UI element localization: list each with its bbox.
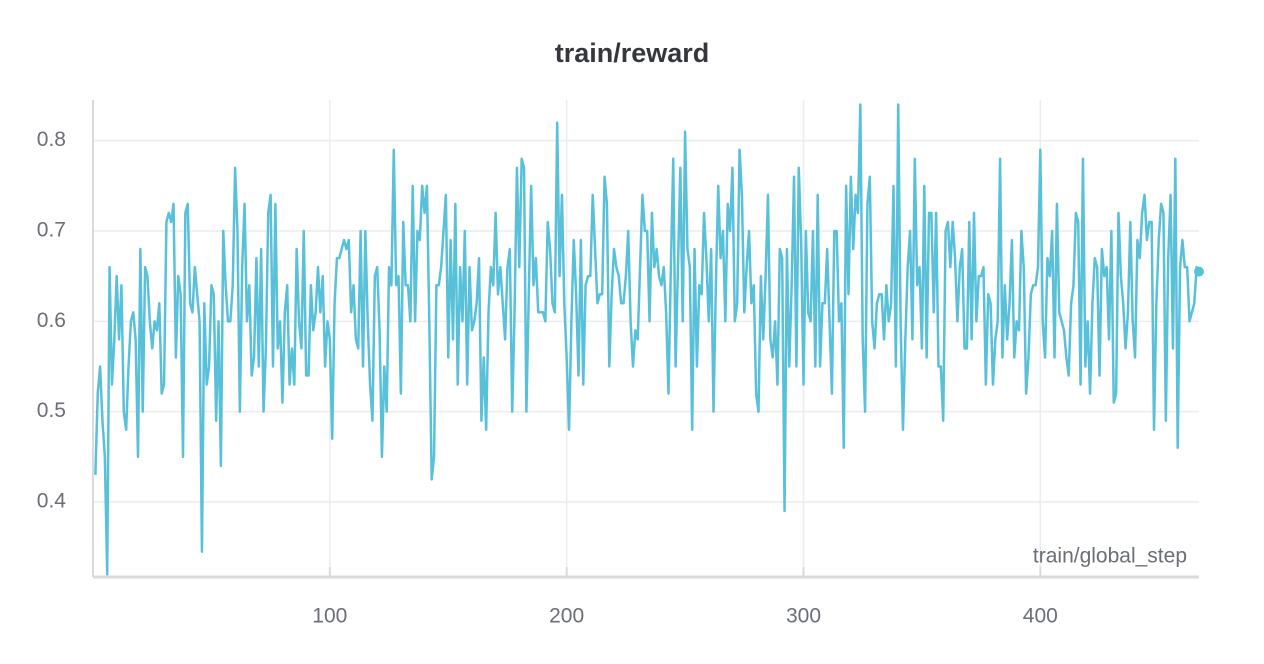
x-tick-label: 400 — [1023, 605, 1058, 628]
y-tick-label: 0.6 — [37, 309, 66, 332]
x-tick-label: 300 — [786, 605, 821, 628]
x-axis-label: train/global_step — [1033, 545, 1187, 568]
y-tick-label: 0.8 — [37, 128, 66, 151]
y-tick-label: 0.4 — [37, 490, 67, 513]
line — [94, 103, 1201, 576]
end-point — [1194, 266, 1204, 277]
y-tick-label: 0.7 — [37, 219, 66, 242]
y-tick-label: 0.5 — [37, 399, 66, 422]
x-tick-label: 200 — [549, 605, 584, 628]
x-tick-label: 100 — [312, 605, 347, 628]
chart-title: train/reward — [555, 38, 710, 68]
